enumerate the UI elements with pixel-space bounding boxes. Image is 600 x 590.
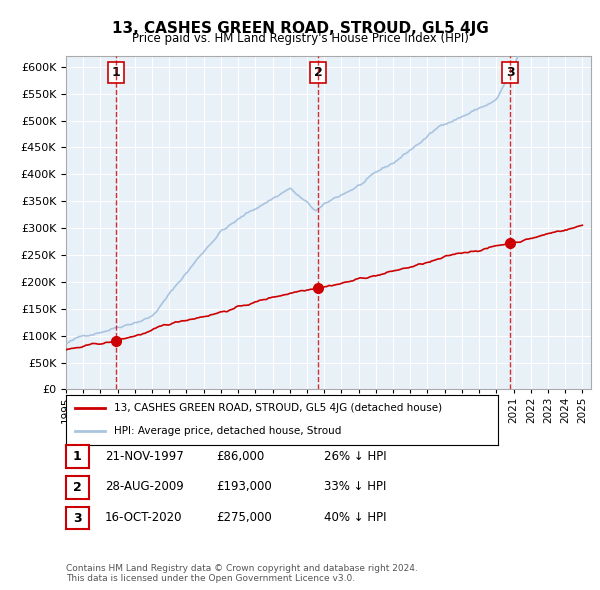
Text: HPI: Average price, detached house, Stroud: HPI: Average price, detached house, Stro… xyxy=(113,427,341,437)
Text: Price paid vs. HM Land Registry's House Price Index (HPI): Price paid vs. HM Land Registry's House … xyxy=(131,32,469,45)
Text: 13, CASHES GREEN ROAD, STROUD, GL5 4JG: 13, CASHES GREEN ROAD, STROUD, GL5 4JG xyxy=(112,21,488,35)
Text: 3: 3 xyxy=(506,66,514,79)
Text: 40% ↓ HPI: 40% ↓ HPI xyxy=(324,511,386,524)
Text: 26% ↓ HPI: 26% ↓ HPI xyxy=(324,450,386,463)
Text: 3: 3 xyxy=(73,512,82,525)
Text: 2: 2 xyxy=(314,66,323,79)
Text: Contains HM Land Registry data © Crown copyright and database right 2024.
This d: Contains HM Land Registry data © Crown c… xyxy=(66,563,418,583)
Text: 16-OCT-2020: 16-OCT-2020 xyxy=(105,511,182,524)
Text: £86,000: £86,000 xyxy=(216,450,264,463)
Text: 28-AUG-2009: 28-AUG-2009 xyxy=(105,480,184,493)
Text: 2: 2 xyxy=(73,481,82,494)
Text: 13, CASHES GREEN ROAD, STROUD, GL5 4JG (detached house): 13, CASHES GREEN ROAD, STROUD, GL5 4JG (… xyxy=(113,403,442,413)
Text: 21-NOV-1997: 21-NOV-1997 xyxy=(105,450,184,463)
Text: 1: 1 xyxy=(112,66,120,79)
Text: 1: 1 xyxy=(73,450,82,463)
Text: 33% ↓ HPI: 33% ↓ HPI xyxy=(324,480,386,493)
Text: £193,000: £193,000 xyxy=(216,480,272,493)
Text: £275,000: £275,000 xyxy=(216,511,272,524)
